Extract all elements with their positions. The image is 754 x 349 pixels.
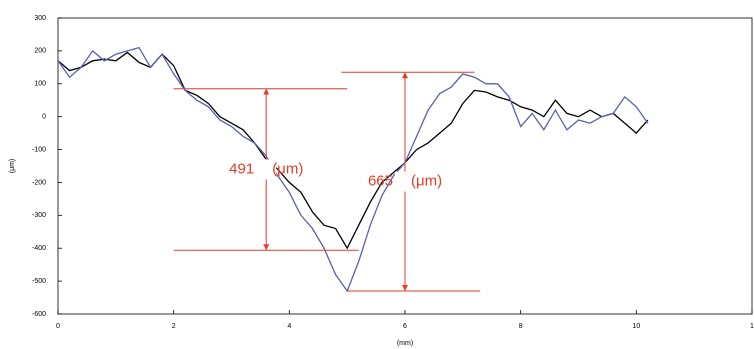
- x-tick-label: 6: [403, 323, 407, 330]
- x-tick-label: 2: [172, 323, 176, 330]
- y-tick-label: 100: [34, 81, 46, 88]
- annotation-value: 491: [229, 160, 254, 177]
- x-tick-label: 1: [750, 323, 754, 330]
- annotation-unit: (μm): [272, 160, 303, 177]
- annotation-value: 665: [368, 173, 393, 190]
- y-tick-label: -400: [32, 245, 46, 252]
- y-tick-label: -300: [32, 212, 46, 219]
- x-tick-label: 10: [632, 323, 640, 330]
- annotation-label-bg: [256, 159, 277, 180]
- y-tick-label: -500: [32, 278, 46, 285]
- y-tick-label: -100: [32, 146, 46, 153]
- x-tick-label: 4: [287, 323, 291, 330]
- data-line: [57, 51, 649, 250]
- data-line: [57, 46, 649, 293]
- annotation-label-bg: [395, 171, 415, 192]
- y-tick-label: 300: [34, 15, 46, 22]
- y-tick-label: 0: [42, 114, 46, 121]
- y-tick-label: -600: [32, 311, 46, 318]
- y-tick-label: 200: [34, 48, 46, 55]
- annotation-unit: (μm): [411, 173, 442, 190]
- y-tick-label: -200: [32, 179, 46, 186]
- x-tick-label: 0: [56, 323, 60, 330]
- x-axis-label: (mm): [397, 340, 413, 347]
- y-axis-label: (μm): [9, 159, 16, 174]
- x-tick-label: 8: [519, 323, 523, 330]
